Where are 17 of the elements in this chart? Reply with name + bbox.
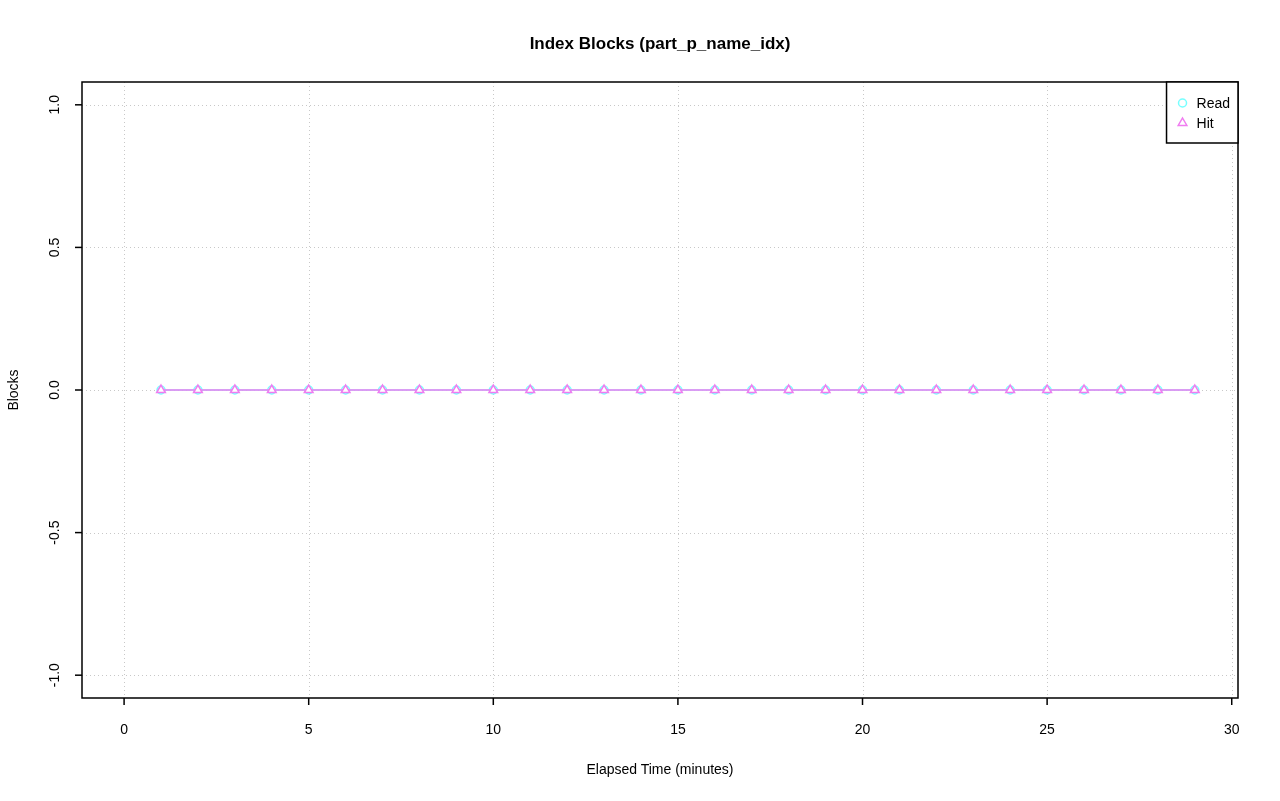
x-tick-label: 25 <box>1039 720 1056 737</box>
x-axis-title: Elapsed Time (minutes) <box>586 760 734 777</box>
y-tick-label: 0.0 <box>45 380 62 400</box>
x-tick-label: 30 <box>1223 720 1240 737</box>
legend-label: Read <box>1196 94 1230 111</box>
x-tick-label: 15 <box>670 720 686 737</box>
legend-label: Hit <box>1196 114 1214 131</box>
y-tick-label: 1.0 <box>45 94 62 115</box>
y-tick-label: 0.5 <box>45 237 62 258</box>
x-tick-label: 10 <box>485 720 502 737</box>
y-tick-label: -1.0 <box>45 662 62 688</box>
x-tick-label: 5 <box>304 720 313 737</box>
x-tick-label: 20 <box>854 720 871 737</box>
y-axis-title: Blocks <box>4 369 21 411</box>
chart-title: Index Blocks (part_p_name_idx) <box>529 33 791 53</box>
y-tick-label: -0.5 <box>45 520 62 545</box>
x-tick-label: 0 <box>120 720 129 737</box>
